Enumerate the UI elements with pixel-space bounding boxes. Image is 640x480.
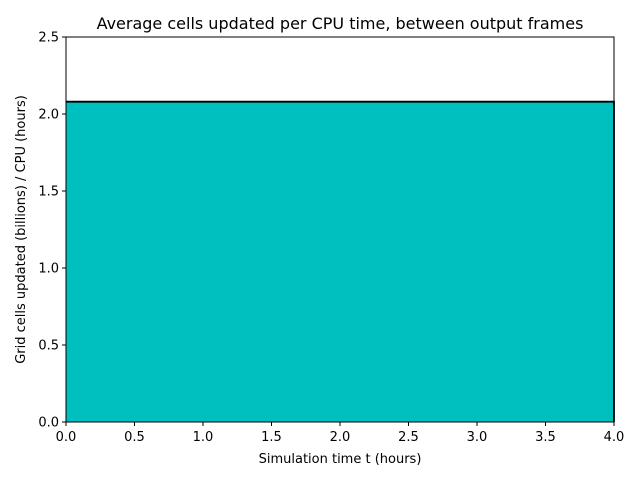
- y-tick-label: 0.5: [38, 339, 59, 354]
- y-tick-label: 1.0: [38, 262, 59, 277]
- y-tick-label: 0.0: [38, 416, 59, 431]
- x-tick-label: 2.0: [330, 430, 351, 445]
- x-axis-label: Simulation time t (hours): [259, 452, 422, 467]
- y-tick-label: 2.0: [38, 108, 59, 123]
- x-tick-label: 1.5: [261, 430, 282, 445]
- x-tick-label: 0.5: [124, 430, 145, 445]
- y-axis: 0.0 0.5 1.0 1.5 2.0 2.5: [38, 31, 66, 431]
- y-axis-label: Grid cells updated (billions) / CPU (hou…: [14, 95, 29, 364]
- x-tick-label: 4.0: [604, 430, 625, 445]
- x-tick-label: 3.0: [467, 430, 488, 445]
- bar-0: [66, 101, 614, 423]
- x-axis: 0.0 0.5 1.0 1.5 2.0 2.5 3.0 3.5 4.0: [56, 422, 625, 445]
- x-tick-label: 0.0: [56, 430, 77, 445]
- y-tick-label: 1.5: [38, 185, 59, 200]
- x-tick-label: 1.0: [193, 430, 214, 445]
- x-tick-label: 2.5: [398, 430, 419, 445]
- bars-group: [66, 100, 615, 423]
- x-tick-label: 3.5: [535, 430, 556, 445]
- chart-title: Average cells updated per CPU time, betw…: [97, 14, 584, 33]
- y-tick-label: 2.5: [38, 31, 59, 46]
